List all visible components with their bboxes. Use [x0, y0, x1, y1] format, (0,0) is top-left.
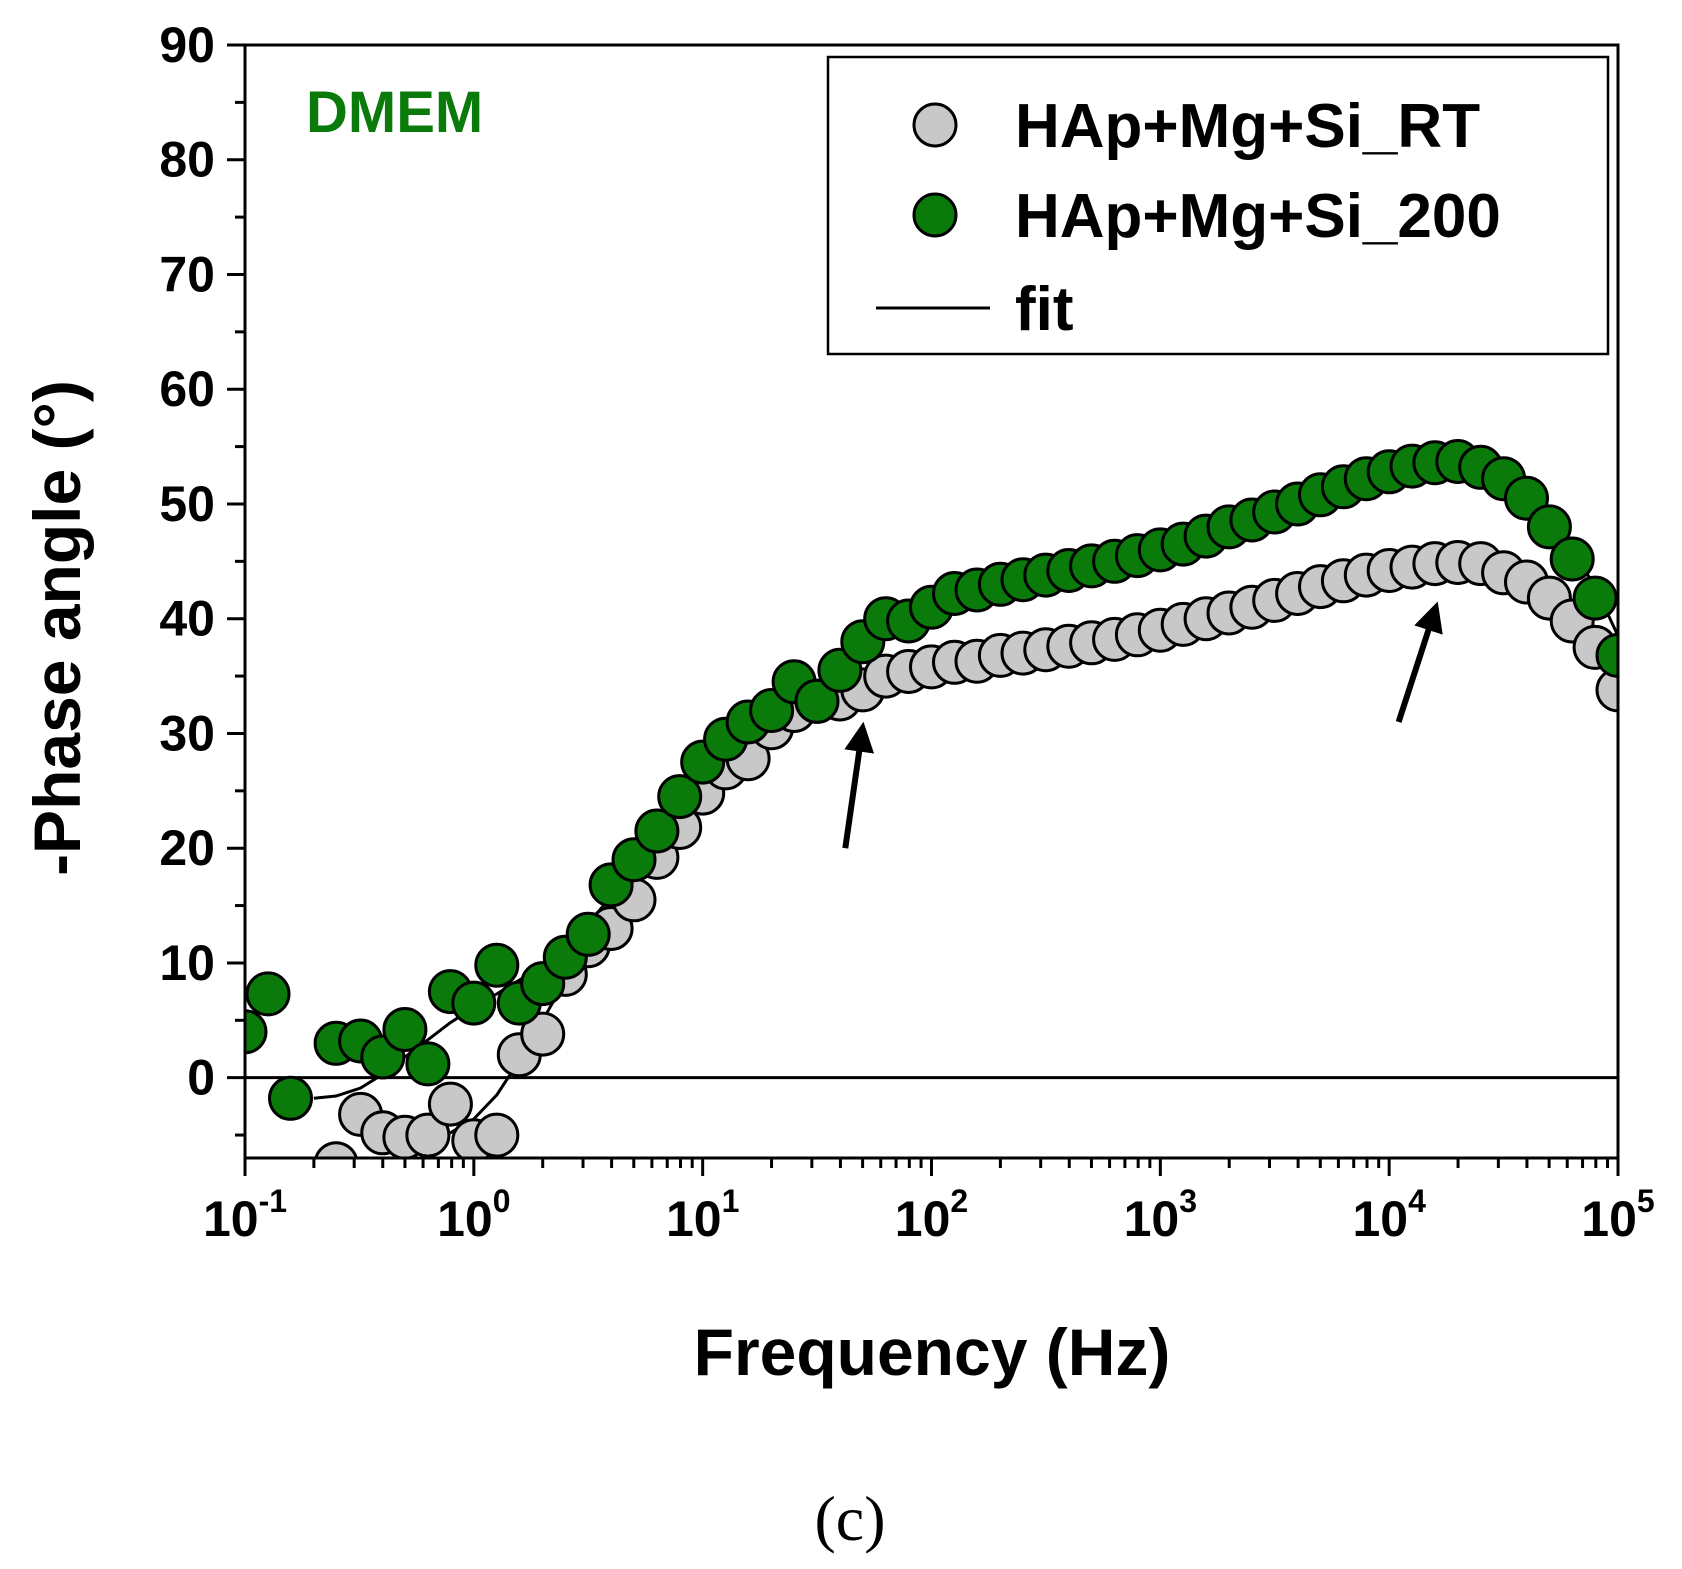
arrow-2: [1395, 601, 1443, 723]
data-point-series-1: [520, 1011, 566, 1057]
data-point-series-2: [1549, 536, 1595, 582]
legend-label: HAp+Mg+Si_RT: [1015, 92, 1480, 161]
medium-annotation: DMEM: [306, 80, 483, 145]
data-point-series-2: [1595, 632, 1618, 678]
axes: [227, 43, 1620, 1176]
legend-box: [826, 55, 1610, 356]
y-tick-label: 80: [159, 132, 215, 188]
legend-marker: [912, 102, 958, 148]
data-points: [245, 439, 1618, 1158]
legend-label: HAp+Mg+Si_200: [1015, 182, 1501, 251]
x-tick-label: 103: [1124, 1183, 1197, 1247]
x-tick-label: 105: [1581, 1183, 1654, 1247]
x-axis-label: Frequency (Hz): [694, 1315, 1171, 1389]
y-tick-label: 90: [159, 17, 215, 73]
legend-label: fit: [1015, 275, 1074, 344]
data-point-series-2: [245, 971, 291, 1017]
data-point-series-2: [268, 1075, 313, 1121]
x-tick-label: 104: [1352, 1183, 1426, 1247]
data-point-series-1: [474, 1112, 520, 1158]
y-axis-label: -Phase angle (°): [20, 380, 94, 876]
data-point-series-2: [405, 1041, 451, 1087]
chart-text: Frequency (Hz) -Phase angle (°) DMEM (c): [20, 80, 1170, 1554]
y-tick-label: 40: [159, 591, 215, 647]
arrow-1: [842, 721, 875, 849]
y-tick-label: 20: [159, 820, 215, 876]
x-tick-label: 10-1: [203, 1183, 287, 1247]
data-point-series-2: [657, 774, 703, 820]
data-point-series-2: [474, 942, 520, 988]
data-point-series-1: [405, 1112, 451, 1158]
y-tick-label: 70: [159, 246, 215, 302]
x-tick-label: 100: [437, 1183, 510, 1247]
data-point-series-2: [245, 1009, 268, 1055]
x-tick-label: 101: [666, 1183, 739, 1247]
data-point-series-2: [451, 980, 497, 1026]
y-tick-label: 60: [159, 361, 215, 417]
legend-marker: [912, 192, 958, 238]
tick-labels: 0 10 20 30 40 50 60 70 80 90 10-1 100 101 102 103 104 10…: [159, 17, 1654, 1247]
data-point-series-2: [634, 808, 680, 854]
y-tick-label: 10: [159, 935, 215, 991]
data-point-series-2: [382, 1007, 428, 1052]
data-point-series-2: [565, 911, 611, 957]
y-tick-label: 50: [159, 476, 215, 532]
y-tick-label: 0: [187, 1050, 215, 1106]
data-point-series-2: [1526, 504, 1572, 550]
data-point-series-1: [427, 1081, 473, 1127]
figure-caption: (c): [814, 1483, 885, 1554]
data-point-series-2: [1572, 575, 1618, 621]
data-point-series-1: [1595, 667, 1618, 713]
arrows: [842, 601, 1443, 849]
data-point-series-2: [794, 678, 840, 724]
y-tick-label: 30: [159, 705, 215, 761]
data-point-series-1: [314, 1141, 358, 1158]
x-tick-label: 102: [895, 1183, 968, 1247]
